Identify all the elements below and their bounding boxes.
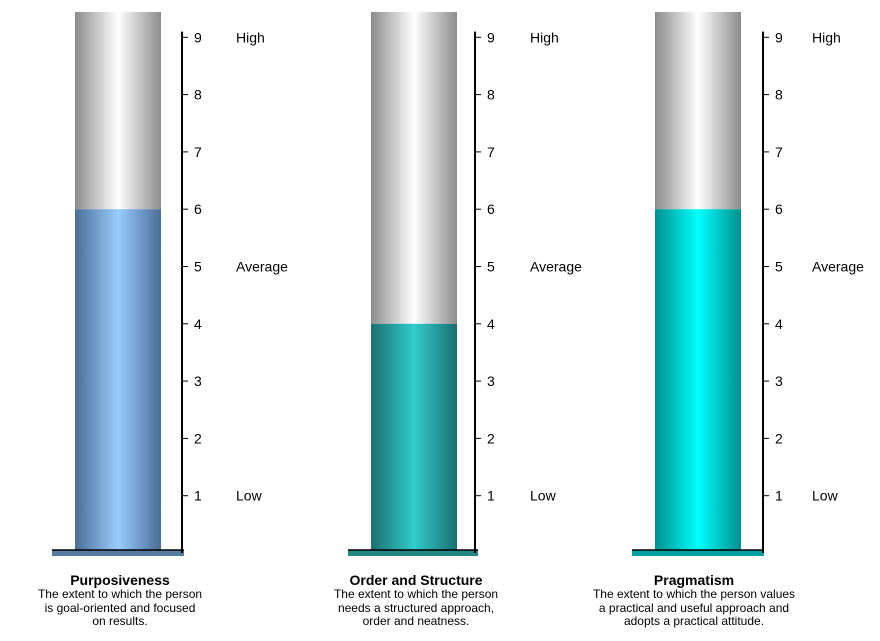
gauge-base: [52, 550, 184, 556]
gauge-scale-label: High: [812, 29, 841, 45]
chart-title: Order and Structure: [349, 572, 483, 588]
gauge-tick-label: 5: [775, 259, 783, 275]
chart-title: Pragmatism: [653, 572, 735, 588]
chart-title: Purposiveness: [70, 572, 170, 588]
chart-description-line: adopts a practical attitude.: [623, 614, 765, 628]
gauge-scale-label: Low: [812, 488, 839, 504]
gauge-tick-label: 4: [775, 316, 783, 332]
chart-description-line: is goal-oriented and focused: [44, 600, 196, 615]
gauge-bar: [371, 323, 457, 553]
gauge-tick-label: 1: [487, 488, 495, 504]
gauge-tick-label: 7: [775, 144, 783, 160]
gauge-tick-label: 1: [775, 488, 783, 504]
gauge-tick-label: 6: [194, 201, 202, 217]
gauge-bar: [655, 209, 741, 553]
chart-description-line: The extent to which the person values: [592, 587, 796, 601]
gauge-tick-label: 3: [775, 373, 783, 389]
gauge-tick-label: 8: [487, 87, 495, 103]
gauge-tick-label: 8: [775, 87, 783, 103]
gauge-scale-label: High: [530, 29, 559, 45]
gauge-tick-label: 2: [775, 430, 783, 446]
chart-description-line: order and neatness.: [362, 614, 470, 628]
gauge-chart: 1 2 3 4 5 6 7 8 9 High Average Low: [632, 12, 864, 556]
gauge-scale-label: Average: [812, 259, 864, 275]
gauge-tick-label: 4: [194, 316, 202, 332]
gauge-tick-label: 6: [775, 201, 783, 217]
gauge-base: [632, 550, 764, 556]
chart-description-line: needs a structured approach,: [337, 600, 495, 615]
chart-description-line: on results.: [92, 614, 148, 628]
gauge-scale-label: Low: [236, 488, 263, 504]
gauge-bar: [75, 209, 161, 553]
gauge-base: [348, 550, 478, 556]
gauge-tick-label: 3: [194, 373, 202, 389]
gauge-tick-label: 5: [487, 259, 495, 275]
gauge-tick-label: 2: [194, 430, 202, 446]
caption-pragmatism: Pragmatism The extent to which the perso…: [574, 572, 814, 629]
gauge-tick-label: 5: [194, 259, 202, 275]
gauge-tick-label: 1: [194, 488, 202, 504]
gauge-tick-label: 7: [487, 144, 495, 160]
gauge-empty-portion: [655, 12, 741, 210]
gauge-tick-label: 4: [487, 316, 495, 332]
gauge-empty-portion: [371, 12, 457, 324]
caption-order-and-structure: Order and Structure The extent to which …: [296, 572, 536, 629]
chart-description-line: a practical and useful approach and: [598, 600, 790, 615]
gauge-chart: 1 2 3 4 5 6 7 8 9 High Average Low: [348, 12, 582, 556]
gauge-tick-label: 6: [487, 201, 495, 217]
caption-purposiveness: Purposiveness The extent to which the pe…: [0, 572, 240, 629]
gauge-chart: 1 2 3 4 5 6 7 8 9 High Average Low: [52, 12, 288, 556]
gauge-scale-label: Low: [530, 488, 557, 504]
gauge-tick-label: 9: [194, 29, 202, 45]
gauge-tick-label: 8: [194, 87, 202, 103]
gauge-empty-portion: [75, 12, 161, 210]
gauge-scale-label: Average: [530, 259, 582, 275]
chart-description-line: The extent to which the person: [333, 587, 499, 601]
gauge-scale-label: High: [236, 29, 265, 45]
gauge-tick-label: 2: [487, 430, 495, 446]
chart-description-line: The extent to which the person: [37, 587, 203, 601]
gauge-tick-label: 9: [487, 29, 495, 45]
gauge-tick-label: 3: [487, 373, 495, 389]
gauge-tick-label: 9: [775, 29, 783, 45]
gauge-scale-label: Average: [236, 259, 288, 275]
gauge-tick-label: 7: [194, 144, 202, 160]
